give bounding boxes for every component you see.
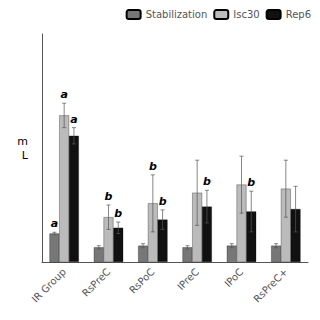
svg-text:b: b <box>203 175 211 188</box>
svg-text:Isc30: Isc30 <box>233 9 259 20</box>
svg-text:L: L <box>22 149 29 162</box>
svg-text:b: b <box>247 176 255 189</box>
svg-text:b: b <box>114 207 122 220</box>
svg-text:Rep6: Rep6 <box>286 9 311 20</box>
svg-text:RsPoC: RsPoC <box>127 266 157 296</box>
svg-text:IPoC: IPoC <box>222 266 245 289</box>
svg-text:IR Group: IR Group <box>30 266 69 305</box>
svg-text:m: m <box>17 135 28 148</box>
svg-text:RsPreC+: RsPreC+ <box>251 266 289 304</box>
svg-text:a: a <box>60 88 67 101</box>
svg-text:RsPreC: RsPreC <box>80 266 113 299</box>
svg-text:IPreC: IPreC <box>175 266 201 292</box>
svg-text:a: a <box>70 113 77 126</box>
svg-text:a: a <box>51 217 58 230</box>
svg-text:Stabilization: Stabilization <box>146 9 208 20</box>
svg-text:b: b <box>149 160 157 173</box>
svg-text:b: b <box>105 190 113 203</box>
svg-text:b: b <box>159 195 167 208</box>
